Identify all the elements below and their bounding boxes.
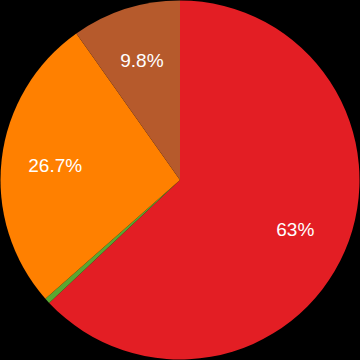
slices <box>1 1 360 360</box>
pie-chart: 63% 26.7% 9.8% <box>0 0 360 360</box>
data-label: 9.8% <box>120 50 163 71</box>
pie-slice <box>76 1 180 181</box>
data-label: 63% <box>276 219 314 240</box>
labels: 63% 26.7% 9.8% <box>28 50 314 241</box>
data-label: 26.7% <box>28 155 82 176</box>
